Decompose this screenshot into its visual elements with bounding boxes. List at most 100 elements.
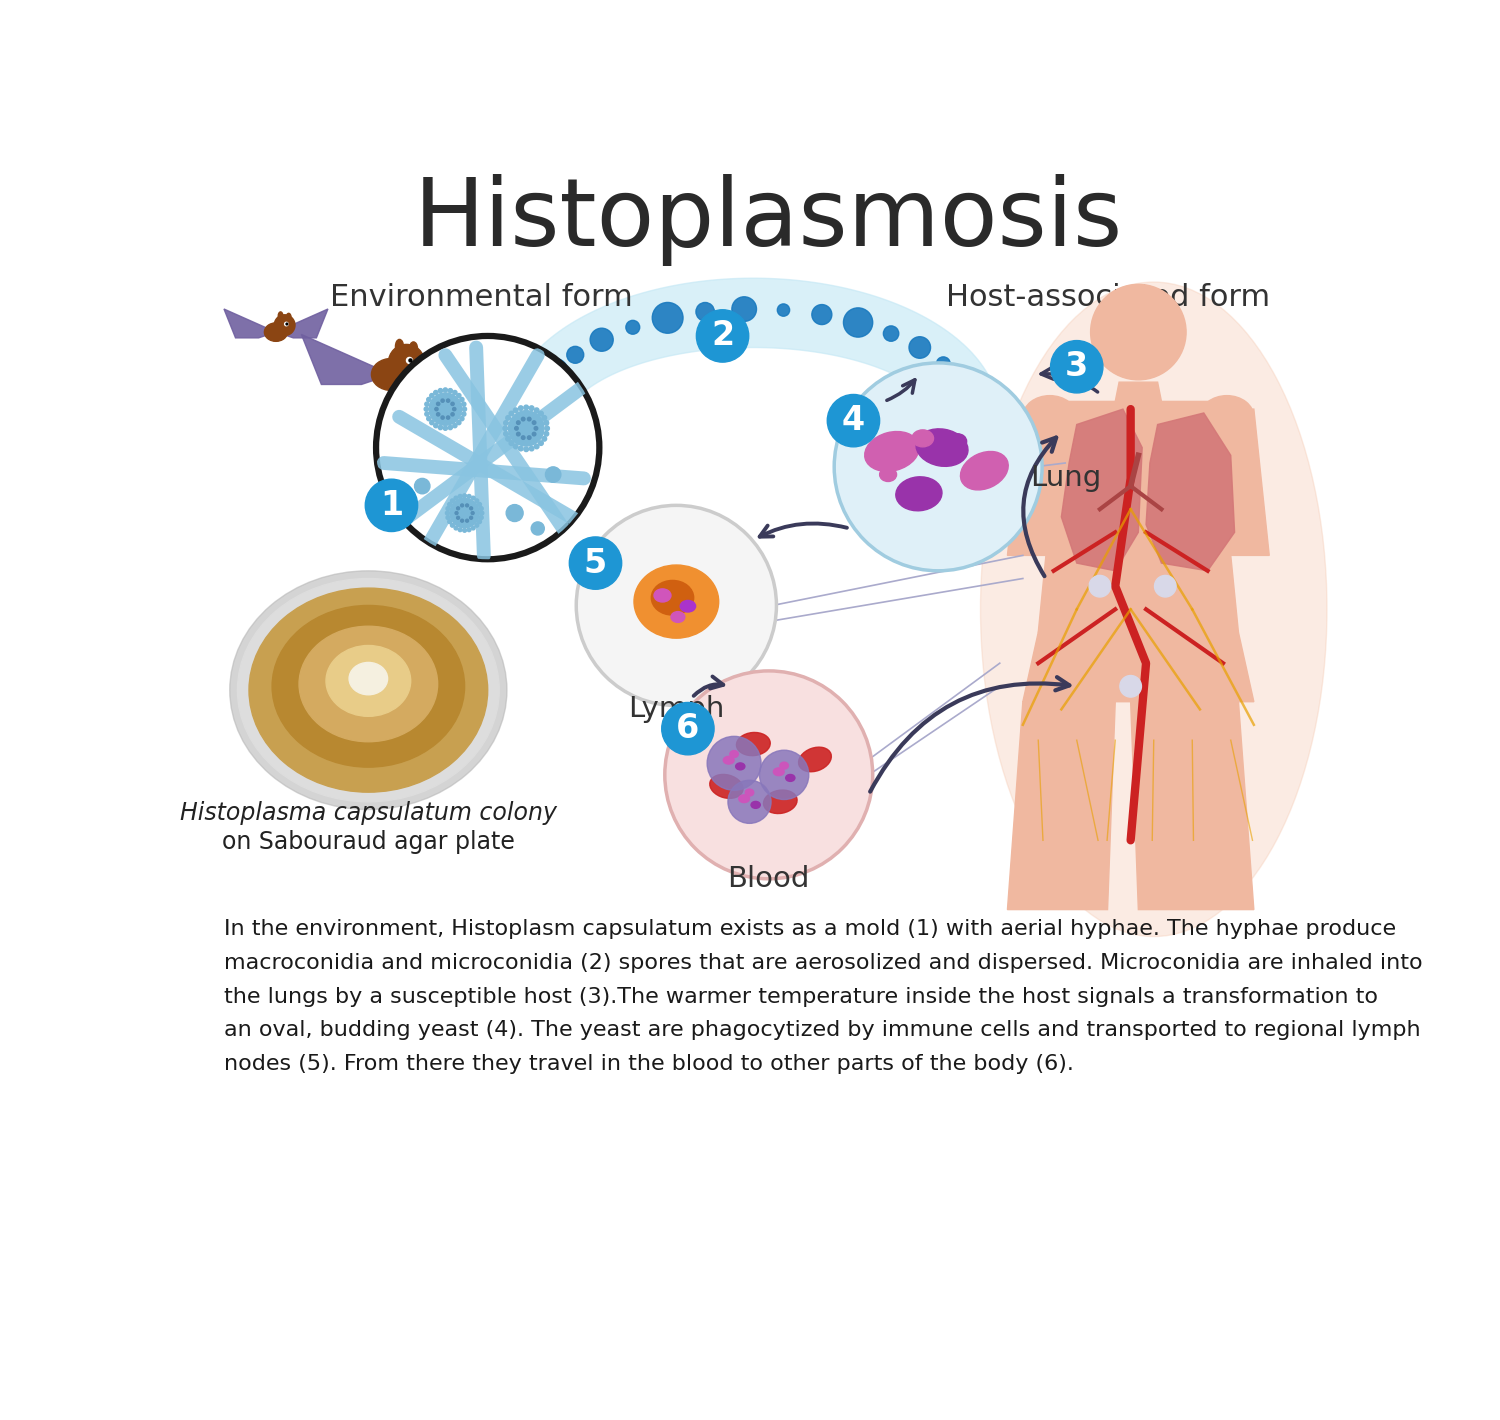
Circle shape [534, 408, 538, 413]
Circle shape [570, 537, 621, 589]
Ellipse shape [670, 612, 686, 622]
FancyArrowPatch shape [1041, 366, 1098, 392]
Ellipse shape [735, 763, 746, 770]
Circle shape [446, 515, 450, 520]
Text: nodes (5). From there they travel in the blood to other parts of the body (6).: nodes (5). From there they travel in the… [224, 1055, 1074, 1075]
FancyArrowPatch shape [870, 677, 1070, 791]
Circle shape [458, 528, 462, 531]
Ellipse shape [237, 578, 500, 802]
Circle shape [433, 391, 438, 395]
Circle shape [429, 393, 462, 425]
Circle shape [576, 506, 777, 706]
Circle shape [454, 511, 458, 514]
Ellipse shape [674, 609, 692, 630]
Ellipse shape [1023, 396, 1077, 437]
Circle shape [480, 511, 484, 515]
Circle shape [528, 436, 531, 439]
Text: Lung: Lung [1030, 464, 1102, 493]
Ellipse shape [786, 774, 795, 781]
Circle shape [453, 391, 458, 395]
Ellipse shape [960, 452, 1008, 490]
Circle shape [462, 528, 466, 532]
Ellipse shape [764, 790, 796, 814]
Text: 2: 2 [711, 320, 734, 352]
Ellipse shape [680, 601, 696, 612]
Circle shape [544, 426, 549, 430]
Circle shape [450, 524, 454, 527]
Ellipse shape [654, 589, 670, 602]
Ellipse shape [738, 795, 750, 802]
Ellipse shape [736, 733, 771, 755]
Circle shape [274, 315, 296, 335]
Circle shape [452, 413, 454, 416]
Circle shape [504, 432, 509, 436]
Circle shape [884, 325, 898, 341]
Ellipse shape [684, 588, 703, 605]
Circle shape [480, 507, 483, 510]
Text: 3: 3 [1065, 351, 1089, 383]
Circle shape [436, 402, 439, 406]
Polygon shape [1023, 632, 1254, 701]
Ellipse shape [1200, 396, 1254, 437]
Circle shape [567, 346, 584, 364]
Circle shape [531, 523, 544, 535]
Text: Host-associated form: Host-associated form [946, 283, 1270, 312]
Circle shape [462, 412, 466, 416]
Ellipse shape [948, 433, 966, 449]
Circle shape [448, 389, 453, 393]
Ellipse shape [646, 589, 668, 606]
Ellipse shape [286, 314, 291, 321]
Circle shape [503, 426, 507, 430]
Ellipse shape [686, 598, 708, 615]
Polygon shape [1038, 402, 1239, 632]
Ellipse shape [896, 477, 942, 511]
Circle shape [424, 412, 429, 416]
Circle shape [812, 304, 832, 325]
Ellipse shape [634, 565, 718, 638]
Circle shape [406, 358, 412, 364]
Ellipse shape [912, 430, 933, 447]
Circle shape [453, 408, 456, 410]
Circle shape [696, 310, 748, 362]
Circle shape [430, 420, 433, 425]
Circle shape [456, 507, 459, 510]
Polygon shape [1146, 413, 1234, 571]
Ellipse shape [350, 662, 387, 694]
Polygon shape [507, 278, 999, 432]
Polygon shape [1114, 382, 1161, 402]
Circle shape [450, 498, 454, 503]
Circle shape [447, 520, 452, 524]
Circle shape [460, 520, 464, 523]
Text: In the environment, Histoplasm capsulatum exists as a mold (1) with aerial hypha: In the environment, Histoplasm capsulatu… [224, 919, 1395, 939]
Circle shape [951, 372, 970, 392]
Circle shape [828, 395, 879, 447]
Text: macroconidia and microconidia (2) spores that are aerosolized and dispersed. Mic: macroconidia and microconidia (2) spores… [224, 953, 1422, 973]
Circle shape [471, 496, 476, 500]
Circle shape [524, 405, 528, 410]
Circle shape [706, 737, 760, 791]
Circle shape [442, 426, 447, 430]
Text: Environmental form: Environmental form [330, 283, 633, 312]
Circle shape [544, 432, 549, 436]
Circle shape [465, 504, 468, 507]
Ellipse shape [681, 577, 700, 596]
Circle shape [414, 479, 430, 494]
Circle shape [438, 389, 442, 393]
Circle shape [465, 520, 468, 523]
Circle shape [466, 494, 471, 498]
Circle shape [759, 750, 808, 799]
Ellipse shape [663, 609, 681, 630]
Circle shape [532, 420, 536, 425]
FancyArrowPatch shape [693, 676, 723, 696]
Circle shape [540, 358, 568, 386]
Circle shape [471, 511, 474, 514]
Circle shape [514, 426, 517, 430]
Circle shape [542, 436, 546, 442]
Circle shape [506, 504, 524, 521]
Circle shape [509, 412, 513, 416]
Circle shape [286, 324, 288, 325]
Circle shape [546, 467, 561, 483]
Circle shape [506, 436, 510, 442]
Circle shape [509, 410, 544, 446]
Ellipse shape [710, 774, 742, 798]
